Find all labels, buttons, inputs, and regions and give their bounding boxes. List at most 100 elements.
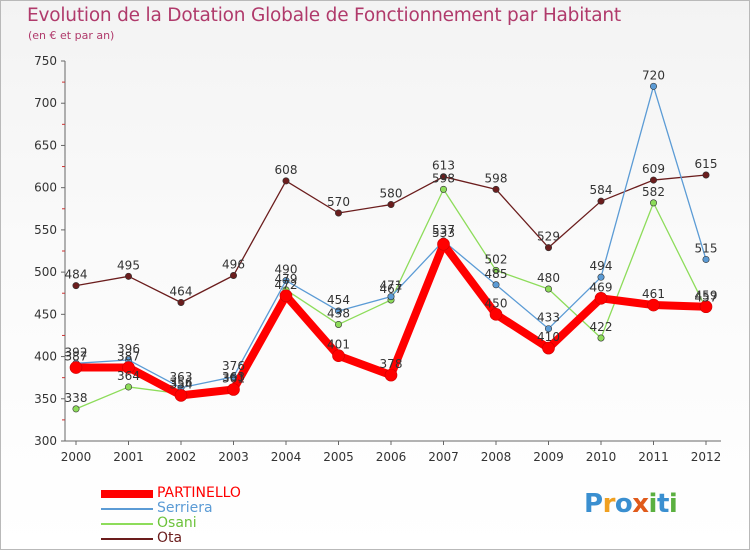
data-point-ota: [72, 282, 80, 290]
data-label-osani: 356: [170, 376, 193, 390]
data-label-osani: 422: [590, 320, 613, 334]
data-label-ota: 495: [117, 258, 140, 272]
x-tick-label: 2002: [166, 450, 197, 464]
data-point-osani: [649, 199, 657, 207]
data-label-serriera: 376: [222, 359, 245, 373]
data-label-osani: 338: [65, 391, 88, 405]
data-label-partinello: 533: [432, 226, 455, 240]
logo-letter: t: [656, 489, 669, 519]
y-tick-label: 650: [34, 138, 57, 152]
series-line-serriera: [75, 85, 707, 389]
legend-swatch: [101, 490, 153, 498]
data-label-serriera: 396: [117, 342, 140, 356]
data-label-serriera: 494: [590, 259, 613, 273]
data-point-ota: [334, 209, 342, 217]
data-label-osani: 479: [275, 272, 298, 286]
legend-item-partinello: PARTINELLO: [101, 485, 361, 502]
data-point-partinello: [384, 368, 398, 382]
data-point-partinello: [69, 361, 83, 374]
x-tick-label: 2004: [271, 450, 302, 464]
data-label-serriera: 537: [432, 223, 455, 237]
legend-item-osani: Osani: [101, 515, 361, 532]
data-point-osani: [439, 185, 447, 193]
y-tick-label: 700: [34, 96, 57, 110]
legend-swatch: [101, 523, 153, 525]
y-tick-label: 350: [34, 392, 57, 406]
data-label-serriera: 433: [537, 311, 560, 325]
data-label-osani: 598: [432, 171, 455, 185]
data-point-ota: [492, 185, 500, 193]
y-tick-label: 600: [34, 181, 57, 195]
data-point-ota: [544, 244, 552, 252]
x-tick-label: 2010: [586, 450, 617, 464]
data-point-partinello: [227, 383, 240, 396]
x-tick-label: 2003: [218, 450, 249, 464]
legend-label: Serriera: [157, 500, 213, 516]
logo-letter: i: [648, 489, 658, 519]
data-point-partinello: [332, 349, 345, 363]
logo-letter: i: [668, 489, 678, 519]
legend-swatch: [101, 508, 153, 510]
y-tick-label: 400: [34, 350, 57, 364]
data-point-ota: [230, 271, 238, 279]
data-label-ota: 580: [380, 187, 403, 201]
data-label-ota: 570: [327, 195, 350, 209]
chart-title: Evolution de la Dotation Globale de Fonc…: [27, 5, 621, 26]
legend-item-ota: Ota: [101, 530, 361, 547]
data-point-serriera: [387, 293, 395, 301]
data-point-partinello: [122, 361, 135, 374]
data-point-serriera: [334, 307, 342, 315]
legend-item-serriera: Serriera: [101, 500, 361, 517]
data-point-ota: [387, 201, 395, 209]
legend: PARTINELLO Serriera Osani Ota: [101, 485, 361, 547]
data-point-partinello: [594, 291, 608, 305]
data-label-osani: 582: [642, 185, 665, 199]
x-tick-label: 2000: [61, 450, 92, 464]
data-label-ota: 529: [537, 230, 560, 244]
data-point-partinello: [437, 237, 450, 251]
data-label-partinello: 472: [275, 278, 298, 292]
x-tick-label: 2007: [428, 450, 459, 464]
data-label-ota: 615: [695, 157, 718, 171]
data-label-ota: 584: [590, 183, 613, 197]
data-point-ota: [177, 299, 185, 307]
data-point-ota: [282, 177, 290, 185]
data-point-serriera: [649, 82, 657, 90]
data-point-osani: [72, 405, 80, 413]
data-label-osani: 467: [380, 282, 403, 296]
logo-letter: P: [584, 489, 603, 519]
data-point-osani: [492, 266, 500, 274]
data-label-serriera: 720: [642, 68, 665, 82]
data-point-partinello: [489, 308, 503, 321]
data-point-ota: [125, 272, 133, 280]
data-label-serriera: 471: [380, 279, 403, 293]
data-label-osani: 502: [485, 252, 508, 266]
data-label-partinello: 387: [117, 350, 140, 364]
y-tick-label: 300: [34, 434, 57, 448]
proxiti-logo: Proxiti: [584, 489, 678, 519]
data-point-ota: [439, 173, 447, 181]
legend-label: Osani: [157, 515, 197, 531]
data-label-partinello: 461: [642, 287, 665, 301]
data-label-ota: 608: [275, 163, 298, 177]
data-label-ota: 464: [170, 285, 193, 299]
x-tick-label: 2009: [533, 450, 564, 464]
y-tick-label: 450: [34, 307, 57, 321]
data-label-osani: 457: [695, 290, 718, 304]
x-tick-label: 2012: [691, 450, 722, 464]
data-point-partinello: [542, 341, 555, 355]
data-label-osani: 480: [537, 271, 560, 285]
data-point-serriera: [702, 255, 710, 263]
data-point-serriera: [597, 273, 605, 281]
data-label-partinello: 469: [590, 280, 613, 294]
x-tick-label: 2011: [638, 450, 669, 464]
data-label-ota: 484: [65, 268, 88, 282]
data-label-ota: 613: [432, 159, 455, 173]
data-point-partinello: [174, 389, 188, 402]
data-label-osani: 363: [222, 370, 245, 384]
x-tick-label: 2006: [376, 450, 407, 464]
data-label-osani: 364: [117, 369, 140, 383]
data-label-partinello: 387: [65, 350, 88, 364]
